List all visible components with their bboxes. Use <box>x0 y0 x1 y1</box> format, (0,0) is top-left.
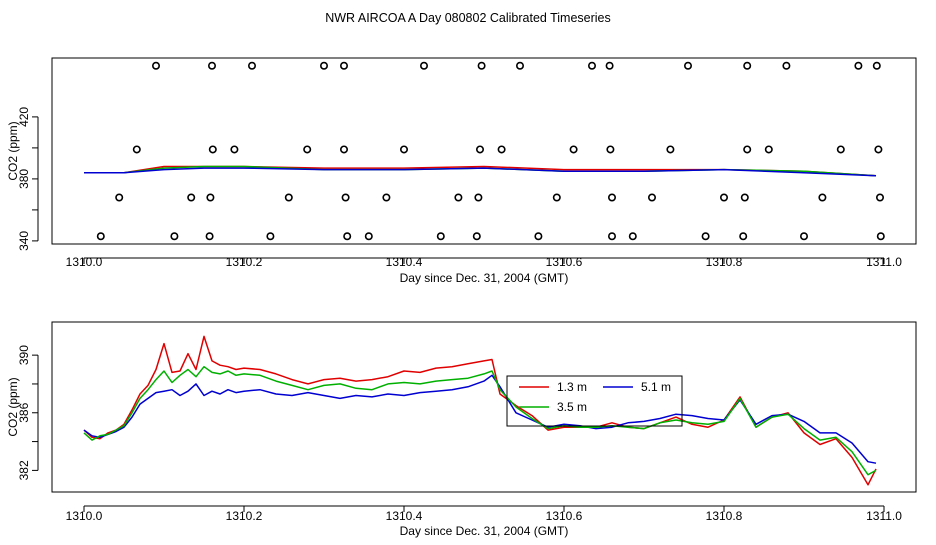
scatter-point <box>284 193 293 202</box>
scatter-point <box>874 145 883 154</box>
scatter-point <box>319 61 328 70</box>
scatter-point <box>607 193 616 202</box>
scatter-point <box>208 61 217 70</box>
scatter-point <box>339 145 348 154</box>
series-line-5-1-m <box>84 167 877 177</box>
scatter-point <box>569 145 578 154</box>
scatter-point <box>477 61 486 70</box>
scatter-point <box>343 232 352 241</box>
scatter-point <box>606 145 615 154</box>
x-tick-label: 1310.2 <box>226 255 263 269</box>
scatter-point <box>419 61 428 70</box>
scatter-point <box>872 61 881 70</box>
chart-title: NWR AIRCOA A Day 080802 Calibrated Times… <box>325 11 611 25</box>
scatter-point <box>230 145 239 154</box>
scatter-point <box>248 61 257 70</box>
scatter-point <box>187 193 196 202</box>
x-axis-label: Day since Dec. 31, 2004 (GMT) <box>400 271 569 285</box>
scatter-point <box>152 61 161 70</box>
scatter-point <box>854 61 863 70</box>
series-line-3-5-m <box>83 365 877 476</box>
legend-box <box>506 375 683 427</box>
scatter-point <box>743 145 752 154</box>
scatter-point <box>475 145 484 154</box>
scatter-point <box>552 193 561 202</box>
scatter-point <box>764 145 773 154</box>
scatter-point <box>836 145 845 154</box>
x-tick-label: 1310.0 <box>66 509 103 523</box>
scatter-point <box>472 232 481 241</box>
scatter-point <box>339 61 348 70</box>
scatter-point <box>818 193 827 202</box>
y-tick-label: 380 <box>17 169 31 189</box>
x-tick-label: 1310.2 <box>226 509 263 523</box>
legend-label: 5.1 m <box>641 380 671 394</box>
x-tick-label: 1310.8 <box>706 509 743 523</box>
scatter-point <box>96 232 105 241</box>
top-panel: 1310.0 1310.2 1310.4 1310.6 1310.8 1311.0 Day … <box>6 57 917 285</box>
x-tick-label: 1310.0 <box>66 255 103 269</box>
scatter-point <box>206 193 215 202</box>
scatter-point <box>382 193 391 202</box>
legend-label: 1.3 m <box>557 380 587 394</box>
scatter-point <box>534 232 543 241</box>
scatter-point <box>303 145 312 154</box>
scatter-point <box>647 193 656 202</box>
scatter-point <box>364 232 373 241</box>
scatter-point <box>876 232 885 241</box>
scatter-point <box>436 232 445 241</box>
y-axis-label: CO2 (ppm) <box>6 377 20 436</box>
scatter-point <box>266 232 275 241</box>
scatter-point <box>719 193 728 202</box>
scatter-point <box>605 61 614 70</box>
series-line-1-3-m <box>83 335 877 486</box>
x-tick-label: 1310.4 <box>386 509 423 523</box>
scatter-point <box>497 145 506 154</box>
scatter-point <box>399 145 408 154</box>
scatter-point <box>628 232 637 241</box>
scatter-point <box>474 193 483 202</box>
scatter-point <box>132 145 141 154</box>
x-axis-label: Day since Dec. 31, 2004 (GMT) <box>400 524 569 538</box>
scatter-point <box>683 61 692 70</box>
y-tick-label: 386 <box>17 402 31 422</box>
legend-label: 3.5 m <box>557 400 587 414</box>
x-tick-label: 1310.8 <box>706 255 743 269</box>
series-line-5-1-m <box>83 374 877 464</box>
scatter-point <box>739 232 748 241</box>
scatter-point <box>115 193 124 202</box>
scatter-point <box>607 232 616 241</box>
scatter-point <box>515 61 524 70</box>
scatter-point <box>782 61 791 70</box>
scatter-point <box>208 145 217 154</box>
plot-frame <box>51 57 917 245</box>
scatter-point <box>743 61 752 70</box>
scatter-point <box>454 193 463 202</box>
bottom-panel: 1310.0 1310.2 1310.4 1310.6 1310.8 1311.0 Day … <box>6 321 917 538</box>
scatter-point <box>799 232 808 241</box>
scatter-point <box>875 193 884 202</box>
x-tick-label: 1311.0 <box>866 255 902 269</box>
scatter-point <box>341 193 350 202</box>
y-tick-label: 390 <box>17 345 31 365</box>
x-tick-label: 1311.0 <box>866 509 902 523</box>
scatter-point <box>740 193 749 202</box>
x-tick-label: 1310.6 <box>546 255 583 269</box>
scatter-point <box>666 145 675 154</box>
y-tick-label: 382 <box>17 460 31 480</box>
y-tick-label: 340 <box>17 231 31 251</box>
plot-frame <box>51 321 917 493</box>
scatter-point <box>587 61 596 70</box>
x-tick-label: 1310.6 <box>546 509 583 523</box>
y-axis-label: CO2 (ppm) <box>6 121 20 180</box>
scatter-point <box>701 232 710 241</box>
scatter-point <box>170 232 179 241</box>
x-tick-label: 1310.4 <box>386 255 423 269</box>
y-tick-label: 420 <box>17 107 31 127</box>
scatter-point <box>205 232 214 241</box>
